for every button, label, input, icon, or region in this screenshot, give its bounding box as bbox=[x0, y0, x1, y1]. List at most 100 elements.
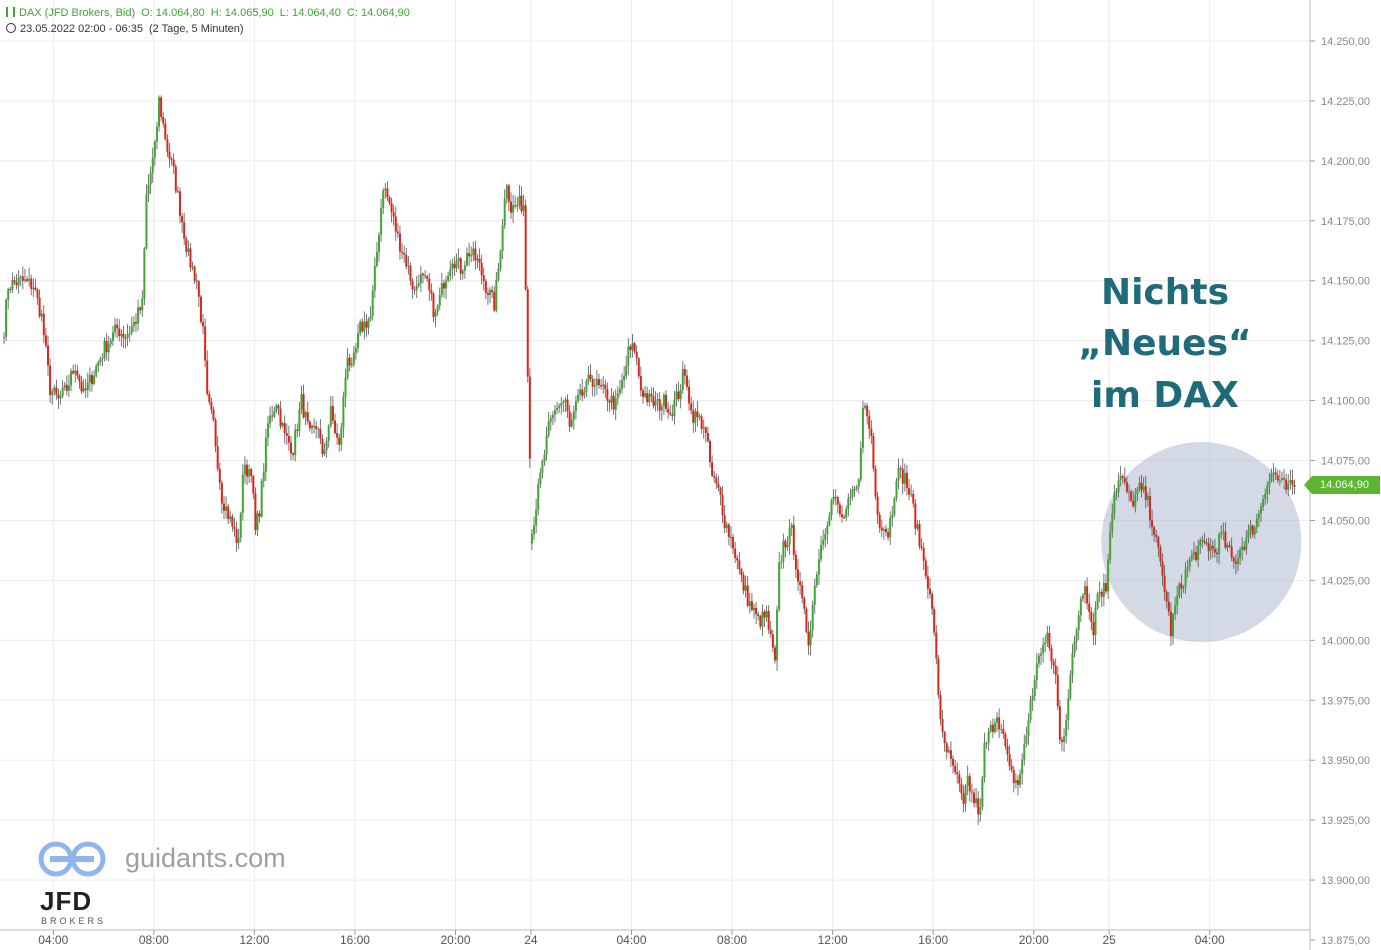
candle-body bbox=[216, 446, 219, 469]
candle-body bbox=[1065, 719, 1068, 737]
candle-body bbox=[681, 369, 684, 390]
candle-body bbox=[690, 403, 693, 411]
candle-body bbox=[1190, 555, 1193, 560]
candle-body bbox=[843, 517, 846, 519]
candle-body bbox=[271, 415, 274, 417]
candle-body bbox=[1220, 532, 1223, 535]
candle-body bbox=[1044, 642, 1047, 645]
candle-body bbox=[1272, 472, 1275, 474]
candle-body bbox=[767, 610, 770, 630]
candle-body bbox=[1184, 569, 1187, 588]
candle-body bbox=[1146, 496, 1149, 501]
candle-body bbox=[80, 381, 83, 392]
last-price-tag: 14.064,90 bbox=[1304, 476, 1380, 494]
candle-body bbox=[952, 758, 955, 766]
candle-body bbox=[1006, 746, 1009, 755]
candle-body bbox=[763, 611, 766, 618]
candle-body bbox=[231, 516, 234, 527]
candle-body bbox=[530, 533, 533, 544]
candle-body bbox=[361, 321, 364, 332]
candle-body bbox=[1197, 545, 1200, 560]
candle-body bbox=[342, 396, 345, 428]
candle-body bbox=[629, 346, 632, 350]
y-tick-label: 13.925,00 bbox=[1321, 815, 1370, 827]
candle-body bbox=[679, 389, 682, 399]
candle-body bbox=[1040, 653, 1043, 656]
candle-body bbox=[218, 468, 221, 483]
candle-body bbox=[482, 275, 485, 281]
candle-body bbox=[34, 287, 37, 290]
candle-body bbox=[401, 251, 404, 253]
candle-body bbox=[19, 276, 22, 278]
candle-body bbox=[1111, 513, 1114, 532]
candle-body bbox=[769, 629, 772, 635]
candle-body bbox=[524, 205, 527, 290]
candle-body bbox=[415, 285, 418, 291]
candle-body bbox=[90, 375, 93, 385]
candle-body bbox=[1224, 531, 1227, 548]
candle-body bbox=[788, 527, 791, 545]
candle-body bbox=[1188, 559, 1191, 567]
candle-body bbox=[1157, 536, 1160, 548]
candle-body bbox=[1289, 480, 1292, 484]
y-tick-label: 14.150,00 bbox=[1321, 276, 1370, 288]
candle-body bbox=[507, 185, 510, 202]
candle-body bbox=[1092, 622, 1095, 636]
candle-body bbox=[1081, 595, 1084, 599]
candle-body bbox=[1159, 547, 1162, 562]
candle-body bbox=[1192, 552, 1195, 556]
candle-body bbox=[3, 337, 5, 339]
candle-body bbox=[212, 409, 215, 421]
candle-body bbox=[78, 375, 81, 382]
candle-body bbox=[516, 205, 519, 207]
candle-body bbox=[445, 280, 448, 289]
candle-body bbox=[292, 453, 295, 456]
candle-body bbox=[214, 420, 217, 447]
candle-body bbox=[149, 172, 152, 185]
candle-body bbox=[1257, 513, 1260, 519]
candle-body bbox=[1132, 500, 1135, 507]
candle-body bbox=[1138, 482, 1141, 489]
candle-body bbox=[319, 428, 322, 439]
candle-body bbox=[945, 743, 948, 753]
candle-body bbox=[704, 427, 707, 433]
candle-body bbox=[1232, 557, 1235, 562]
candle-body bbox=[675, 391, 678, 400]
candle-body bbox=[457, 258, 460, 261]
candle-body bbox=[744, 585, 747, 591]
candle-body bbox=[367, 319, 370, 328]
candle-body bbox=[1098, 591, 1101, 595]
candle-body bbox=[784, 540, 787, 548]
candle-body bbox=[688, 386, 691, 404]
clock-icon bbox=[6, 23, 16, 33]
candle-body bbox=[1121, 476, 1124, 478]
candle-body bbox=[1088, 603, 1091, 612]
candle-body bbox=[861, 407, 864, 449]
candle-body bbox=[44, 335, 47, 346]
candle-body bbox=[1163, 575, 1166, 592]
candle-body bbox=[776, 609, 779, 661]
candle-body bbox=[1100, 591, 1103, 597]
annotation-line-1: Nichts bbox=[1100, 272, 1230, 313]
date-range: 23.05.2022 02:00 - 06:35 bbox=[20, 23, 143, 35]
candle-body bbox=[549, 418, 552, 422]
candle-body bbox=[388, 197, 391, 203]
candle-body bbox=[650, 393, 653, 397]
candle-body bbox=[964, 785, 967, 804]
candle-body bbox=[472, 248, 475, 256]
candle-body bbox=[13, 280, 16, 283]
candle-body bbox=[1148, 496, 1151, 521]
candle-body bbox=[1172, 614, 1175, 637]
grid-lines bbox=[0, 0, 1310, 930]
candle-body bbox=[23, 279, 26, 281]
candle-body bbox=[859, 448, 862, 480]
candle-body bbox=[1130, 491, 1133, 501]
candle-body bbox=[887, 532, 890, 538]
y-axis: 14.250,00 14.225,00 14.200,00 14.175,00 14.1… bbox=[1309, 0, 1370, 950]
candle-body bbox=[411, 280, 414, 290]
x-tick-label: 12:00 bbox=[818, 933, 848, 947]
candle-body bbox=[805, 608, 808, 633]
candle-body bbox=[279, 408, 282, 427]
candle-body bbox=[1176, 595, 1179, 606]
candle-body bbox=[1213, 548, 1216, 553]
